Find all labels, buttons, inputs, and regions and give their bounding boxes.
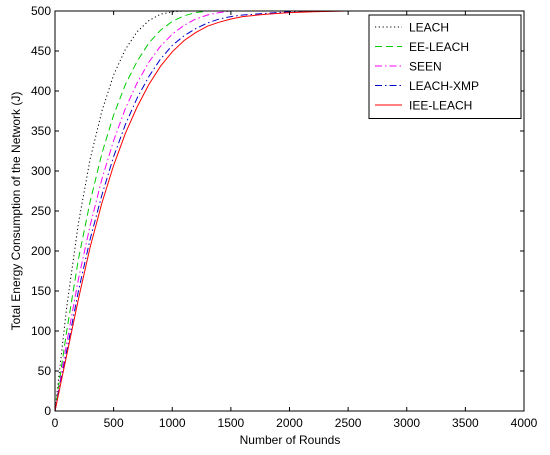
legend-label: EE-LEACH: [409, 40, 469, 54]
x-tick-label: 0: [52, 416, 59, 430]
y-tick-label: 0: [44, 404, 51, 418]
x-tick-label: 3000: [393, 416, 420, 430]
y-tick-label: 250: [31, 204, 51, 218]
legend-label: SEEN: [409, 60, 442, 74]
legend: LEACH EE-LEACH SEEN LEACH-XMP IEE-LEACH: [368, 14, 522, 119]
y-axis-label: Total Energy Consumption of the Network …: [9, 92, 23, 331]
y-tick-label: 500: [31, 4, 51, 18]
y-tick-label: 100: [31, 324, 51, 338]
y-tick-label: 200: [31, 244, 51, 258]
legend-box: [368, 14, 522, 119]
legend-label: LEACH-XMP: [409, 79, 479, 93]
x-tick-label: 2500: [335, 416, 362, 430]
x-axis-label: Number of Rounds: [240, 433, 341, 447]
series-line-iee-leach: [54, 10, 524, 412]
x-tick-label: 1000: [159, 416, 186, 430]
y-tick-label: 350: [31, 124, 51, 138]
x-tick-label: 2000: [276, 416, 303, 430]
x-tick-label: 4000: [511, 416, 538, 430]
axes: 0 500 1000 1500 2000 2500 3000 3500 4000 0 50 100 15…: [31, 4, 538, 430]
y-tick-label: 150: [31, 284, 51, 298]
y-tick-label: 300: [31, 164, 51, 178]
y-tick-label: 50: [38, 364, 52, 378]
y-tick-label: 400: [31, 84, 51, 98]
series-line-leach: [54, 10, 524, 412]
x-tick-label: 500: [104, 416, 124, 430]
x-tick-label: 3500: [452, 416, 479, 430]
y-tick-label: 450: [31, 44, 51, 58]
legend-label: IEE-LEACH: [409, 99, 472, 113]
legend-label: LEACH: [409, 21, 449, 35]
x-tick-label: 1500: [218, 416, 245, 430]
